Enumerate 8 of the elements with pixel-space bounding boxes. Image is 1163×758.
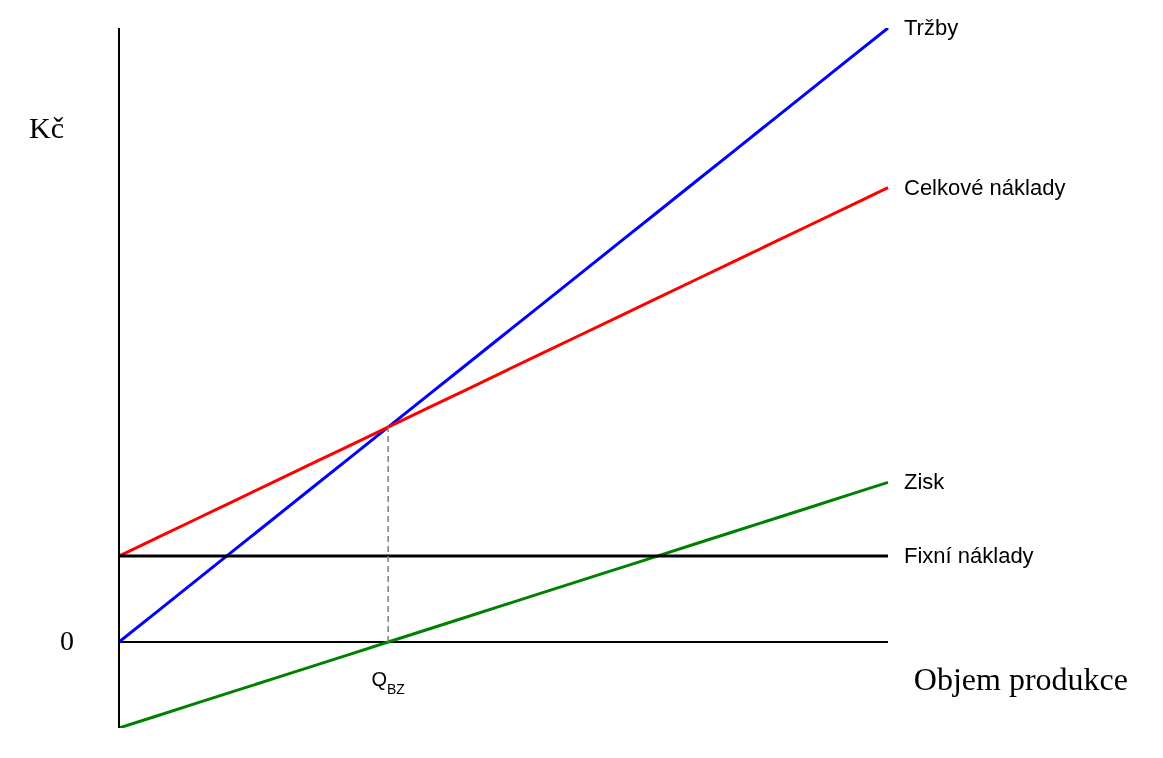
text: 0	[60, 625, 74, 657]
x-axis-title: Objem produkce	[913, 661, 1128, 698]
series-label: Celkové náklady	[904, 174, 1066, 200]
series-label: Fixní náklady	[904, 543, 1034, 569]
series-label: Zisk	[904, 469, 946, 495]
y-axis-title: Kč	[29, 111, 64, 144]
annotation: Q$_{BZ}$	[371, 668, 406, 698]
series-label: Tržby	[904, 15, 959, 40]
